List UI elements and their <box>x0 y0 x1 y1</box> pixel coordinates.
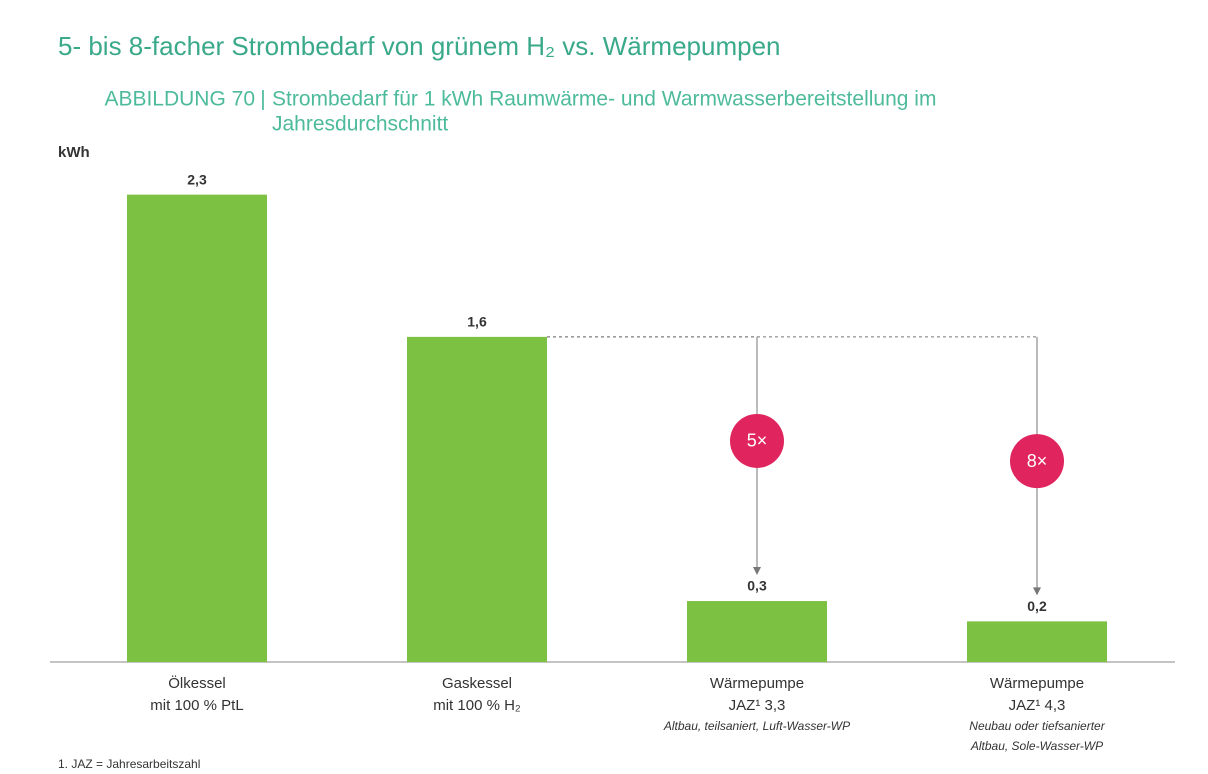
x-tick-note: Neubau oder tiefsanierter <box>969 719 1105 733</box>
bar <box>687 601 827 662</box>
x-tick-label: Gaskessel <box>442 675 512 692</box>
annotation-label: 8× <box>1027 451 1048 471</box>
x-tick-label: Wärmepumpe <box>710 675 804 692</box>
footnote: 1. JAZ = Jahresarbeitszahl <box>58 757 200 771</box>
x-tick-note: Altbau, Sole-Wasser-WP <box>970 739 1103 753</box>
x-tick-sublabel: mit 100 % PtL <box>150 697 243 714</box>
bar <box>967 621 1107 662</box>
annotation-badge <box>730 413 784 468</box>
bar <box>407 336 547 662</box>
annotation-label: 5× <box>747 431 768 451</box>
y-axis-label: kWh <box>58 144 90 161</box>
x-tick-note: Altbau, teilsaniert, Luft-Wasser-WP <box>663 719 850 733</box>
value-label: 0,2 <box>1027 598 1047 614</box>
chart-title: 5- bis 8-facher Strombedarf von grünem H… <box>58 31 781 61</box>
subtitle: Strombedarf für 1 kWh Raumwärme- und War… <box>272 88 936 111</box>
value-label: 2,3 <box>187 171 207 187</box>
x-tick-label: Ölkessel <box>168 674 226 692</box>
separator: | <box>260 88 265 111</box>
x-tick-sublabel: JAZ¹ 3,3 <box>729 697 786 714</box>
value-label: 0,3 <box>747 578 767 594</box>
x-tick-sublabel: JAZ¹ 4,3 <box>1009 697 1066 714</box>
arrow-head <box>753 567 761 576</box>
bar <box>127 194 267 662</box>
arrow-head <box>1033 587 1041 596</box>
x-tick-label: Wärmepumpe <box>990 675 1084 692</box>
value-label: 1,6 <box>467 314 487 330</box>
x-tick-sublabel: mit 100 % H₂ <box>433 697 521 714</box>
annotation-badge <box>1010 434 1064 489</box>
figure-label: ABBILDUNG 70 <box>104 88 255 111</box>
subtitle: Jahresdurchschnitt <box>272 113 448 136</box>
